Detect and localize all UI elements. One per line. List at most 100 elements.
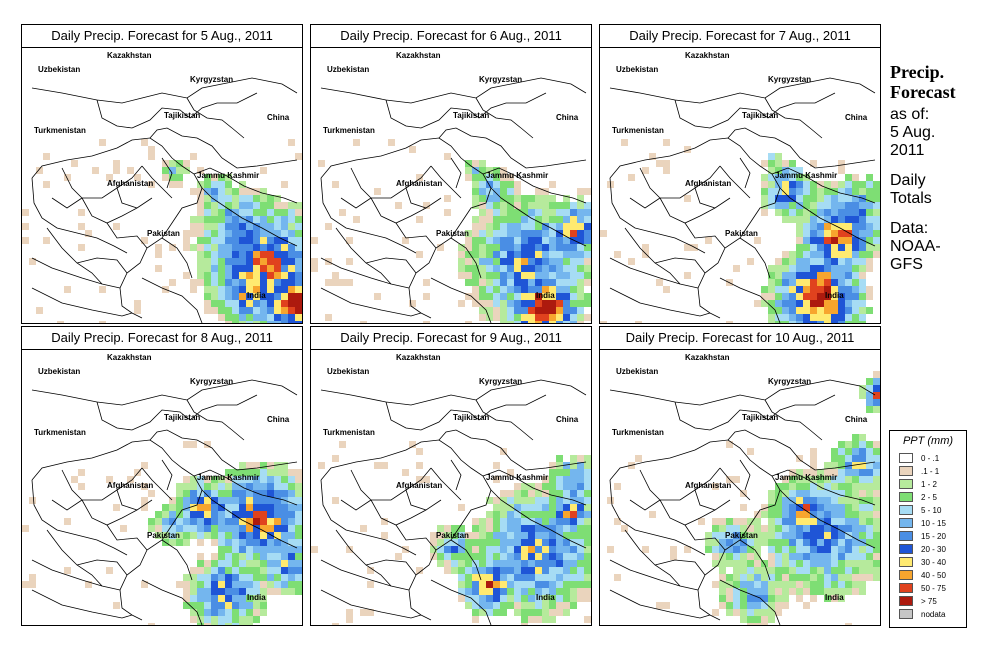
precip-cell xyxy=(514,293,521,300)
precip-cell xyxy=(859,307,866,314)
precip-cell xyxy=(521,504,528,511)
precip-cell xyxy=(190,511,197,518)
precip-cell xyxy=(169,279,176,286)
legend-item: 50 - 75 xyxy=(899,583,959,594)
precip-cell xyxy=(635,321,642,323)
precip-cell xyxy=(824,293,831,300)
precip-cell xyxy=(775,258,782,265)
precip-cell xyxy=(295,560,302,567)
precip-cell xyxy=(577,476,584,483)
precip-cell xyxy=(479,188,486,195)
precip-cell xyxy=(789,279,796,286)
precip-cell xyxy=(761,588,768,595)
precip-cell xyxy=(768,525,775,532)
precip-cell xyxy=(810,490,817,497)
precip-cell xyxy=(549,244,556,251)
precip-cell xyxy=(817,258,824,265)
precip-cell xyxy=(852,223,859,230)
precip-cell xyxy=(204,230,211,237)
precip-cell xyxy=(747,574,754,581)
precip-cell xyxy=(873,237,880,244)
precip-cell xyxy=(570,314,577,321)
precip-cell xyxy=(493,532,500,539)
precip-cell xyxy=(253,279,260,286)
precip-cell xyxy=(775,160,782,167)
precip-cell xyxy=(493,279,500,286)
precip-cell xyxy=(514,265,521,272)
precip-cell xyxy=(507,237,514,244)
legend-label: 5 - 10 xyxy=(921,506,942,515)
precip-cell xyxy=(740,581,747,588)
precip-cell xyxy=(775,574,782,581)
precip-cell xyxy=(768,188,775,195)
precip-cell xyxy=(514,483,521,490)
precip-cell xyxy=(246,623,253,625)
precip-cell xyxy=(845,581,852,588)
precip-cell xyxy=(500,574,507,581)
precip-cell xyxy=(43,181,50,188)
precip-cell xyxy=(810,532,817,539)
precip-cell xyxy=(472,539,479,546)
precip-cell xyxy=(761,511,768,518)
precip-cell xyxy=(684,244,691,251)
precip-cell xyxy=(859,448,866,455)
precip-cell xyxy=(274,574,281,581)
precip-cell xyxy=(577,223,584,230)
precip-cell xyxy=(183,237,190,244)
precip-cell xyxy=(542,490,549,497)
precip-cell xyxy=(810,223,817,230)
precip-cell xyxy=(148,181,155,188)
precip-cell xyxy=(570,293,577,300)
precip-cell xyxy=(719,539,726,546)
precip-cell xyxy=(267,574,274,581)
country-borders xyxy=(320,379,587,625)
precip-cells xyxy=(311,139,591,323)
precip-cell xyxy=(838,518,845,525)
precip-cell xyxy=(528,202,535,209)
legend-item: 0 - .1 xyxy=(899,453,959,464)
precip-cell xyxy=(190,223,197,230)
precip-cell xyxy=(176,504,183,511)
precip-cell xyxy=(542,237,549,244)
precip-cell xyxy=(288,574,295,581)
legend-item: 20 - 30 xyxy=(899,544,959,555)
precip-cell xyxy=(556,300,563,307)
precip-cell xyxy=(444,209,451,216)
precip-cell xyxy=(712,532,719,539)
precip-cell xyxy=(500,314,507,321)
precip-cell xyxy=(528,518,535,525)
precip-cell xyxy=(500,518,507,525)
precip-cell xyxy=(218,307,225,314)
precip-cell xyxy=(663,139,670,146)
precip-cell xyxy=(803,223,810,230)
precip-cell xyxy=(577,483,584,490)
precip-cell xyxy=(789,265,796,272)
precip-cell xyxy=(465,244,472,251)
precip-cell xyxy=(246,314,253,321)
precip-cell xyxy=(824,462,831,469)
precip-cell xyxy=(253,230,260,237)
precip-cell xyxy=(225,511,232,518)
precip-cell xyxy=(831,237,838,244)
precip-cell xyxy=(169,532,176,539)
precip-cell xyxy=(563,223,570,230)
precip-cell xyxy=(64,518,71,525)
precip-cell xyxy=(845,293,852,300)
precip-cell xyxy=(614,483,621,490)
precip-cell xyxy=(232,251,239,258)
precip-cell xyxy=(274,195,281,202)
precip-cell xyxy=(859,188,866,195)
precip-cells xyxy=(22,441,302,625)
label-pakistan: Pakistan xyxy=(725,531,758,540)
precip-cell xyxy=(761,300,768,307)
precip-cell xyxy=(528,574,535,581)
precip-cell xyxy=(859,392,866,399)
precip-cell xyxy=(873,406,880,413)
precip-cell xyxy=(169,504,176,511)
precip-cell xyxy=(866,518,873,525)
precip-cell xyxy=(176,581,183,588)
precip-cell xyxy=(246,216,253,223)
precip-cell xyxy=(754,609,761,616)
precip-cell xyxy=(239,609,246,616)
precip-cell xyxy=(542,307,549,314)
